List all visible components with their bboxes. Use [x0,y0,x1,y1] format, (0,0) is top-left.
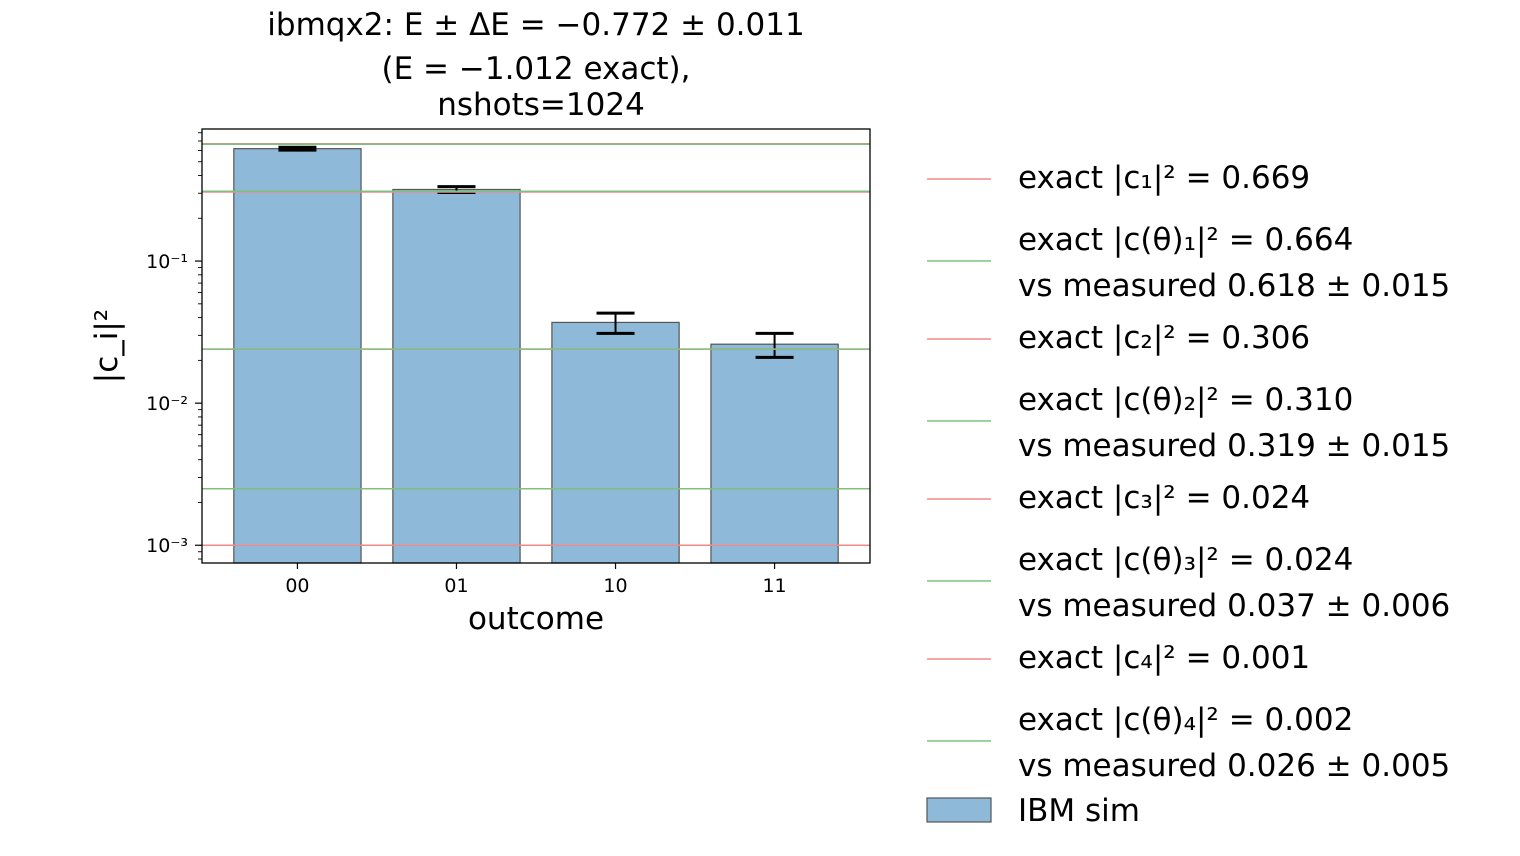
legend-entry-series: IBM sim [926,793,1140,829]
legend: exact |c₁|² = 0.669 exact |c(θ)₁|² = 0.66… [926,160,1450,829]
legend-label-1: exact |c₁|² = 0.669 [1018,160,1310,196]
legend-label-7: exact |c₄|² = 0.001 [1018,640,1310,676]
chart-title-line-3: nshots=1024 [437,87,645,123]
legend-entry-1: exact |c₁|² = 0.669 [927,160,1310,196]
legend-entry-5: exact |c₃|² = 0.024 [927,480,1310,516]
y-axis-ticks: 10⁻¹ 10⁻² 10⁻³ [146,132,202,560]
legend-entry-3: exact |c₂|² = 0.306 [927,320,1310,356]
y-tick-label-1: 10⁻² [146,393,188,415]
y-tick-label-2: 10⁻³ [146,535,188,557]
chart-title: ibmqx2: E ± ΔE = −0.772 ± 0.011 (E = −1.… [267,7,804,123]
chart-title-line-2: (E = −1.012 exact), [382,51,691,87]
bar-11 [710,343,839,564]
error-bar-11 [755,331,794,359]
legend-label-5: exact |c₃|² = 0.024 [1018,480,1310,516]
legend-entry-7: exact |c₄|² = 0.001 [927,640,1310,676]
bar-10 [551,321,680,564]
x-axis-ticks: 00 01 10 11 [285,563,787,597]
reference-lines-group [202,143,870,546]
bar-01 [392,188,521,564]
plot-frame [201,128,871,564]
legend-entry-4: exact |c(θ)₂|² = 0.310 vs measured 0.319 … [927,382,1450,464]
x-tick-label-01: 01 [444,575,468,597]
error-bar-00 [278,145,317,152]
legend-sublabel-6: vs measured 0.037 ± 0.006 [1018,588,1450,624]
legend-label-4: exact |c(θ)₂|² = 0.310 [1018,382,1353,418]
x-axis-label: outcome [468,601,604,637]
legend-entry-8: exact |c(θ)₄|² = 0.002 vs measured 0.026 … [927,702,1450,784]
error-bar-10 [596,311,635,335]
bar-00 [233,148,362,564]
legend-label-3: exact |c₂|² = 0.306 [1018,320,1310,356]
legend-sublabel-2: vs measured 0.618 ± 0.015 [1018,268,1450,304]
legend-label-8: exact |c(θ)₄|² = 0.002 [1018,702,1353,738]
y-axis-label: |c_i|² [89,309,125,383]
x-tick-label-11: 11 [762,575,786,597]
legend-sublabel-8: vs measured 0.026 ± 0.005 [1018,748,1450,784]
bars-group [233,148,839,564]
legend-entry-6: exact |c(θ)₃|² = 0.024 vs measured 0.037 … [927,542,1450,624]
legend-label-2: exact |c(θ)₁|² = 0.664 [1018,222,1353,258]
x-tick-label-00: 00 [285,575,309,597]
y-tick-label-0: 10⁻¹ [146,251,188,273]
legend-sublabel-4: vs measured 0.319 ± 0.015 [1018,428,1450,464]
plot-area: 10⁻¹ 10⁻² 10⁻³ 00 01 10 11 [146,128,871,597]
chart-title-line-1: ibmqx2: E ± ΔE = −0.772 ± 0.011 [267,7,804,43]
legend-swatch-series [926,797,992,823]
x-tick-label-10: 10 [603,575,627,597]
legend-entry-2: exact |c(θ)₁|² = 0.664 vs measured 0.618 … [927,222,1450,304]
legend-label-series: IBM sim [1018,793,1140,829]
legend-label-6: exact |c(θ)₃|² = 0.024 [1018,542,1353,578]
